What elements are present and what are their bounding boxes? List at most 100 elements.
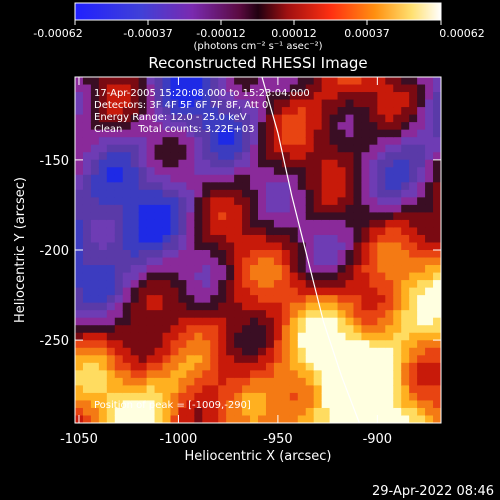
heatmap-cell (114, 204, 124, 213)
heatmap-cell (194, 310, 203, 319)
heatmap-cell (202, 265, 211, 274)
heatmap-cell (433, 340, 441, 349)
heatmap-cell (297, 129, 307, 138)
heatmap-cell (433, 219, 441, 229)
heatmap-cell (202, 310, 211, 319)
heatmap-cell (313, 197, 323, 206)
heatmap-cell (234, 392, 243, 402)
heatmap-cell (234, 227, 243, 236)
heatmap-cell (305, 370, 315, 379)
heatmap-cell (353, 152, 363, 161)
heatmap-cell (265, 377, 275, 386)
heatmap-cell (377, 227, 386, 236)
heatmap-cell (162, 122, 172, 131)
heatmap-cell (353, 167, 363, 176)
heatmap-cell (281, 204, 291, 213)
heatmap-cell (409, 250, 418, 259)
heatmap-cell (313, 84, 323, 93)
heatmap-cell (369, 107, 378, 116)
heatmap-cell (170, 137, 180, 146)
heatmap-cell (401, 227, 410, 236)
heatmap-cell (361, 370, 370, 379)
heatmap-cell (353, 159, 363, 168)
heatmap-cell (385, 92, 394, 101)
heatmap-cell (178, 407, 187, 417)
heatmap-cell (409, 212, 418, 221)
heatmap-cell (305, 310, 315, 319)
heatmap-cell (425, 227, 434, 236)
heatmap-cell (321, 400, 331, 409)
heatmap-cell (401, 182, 410, 191)
heatmap-cell (369, 347, 378, 356)
heatmap-cell (162, 84, 172, 93)
heatmap-cell (393, 137, 402, 146)
heatmap-cell (289, 234, 299, 244)
heatmap-cell (226, 92, 235, 101)
heatmap-cell (297, 159, 307, 168)
heatmap-cell (433, 355, 441, 364)
heatmap-cell (313, 370, 323, 379)
heatmap-cell (433, 415, 441, 423)
heatmap-cell (218, 107, 227, 116)
heatmap-cell (385, 159, 394, 168)
heatmap-cell (242, 197, 251, 206)
heatmap-cell (345, 174, 355, 183)
heatmap-cell (265, 295, 275, 304)
heatmap-cell (417, 385, 426, 394)
heatmap-cell (162, 144, 172, 153)
heatmap-cell (337, 370, 347, 379)
heatmap-cell (218, 280, 227, 289)
heatmap-cell (361, 332, 370, 341)
heatmap-cell (369, 129, 378, 138)
heatmap-cell (226, 340, 235, 349)
heatmap-cell (178, 234, 187, 244)
heatmap-cell (250, 197, 259, 206)
heatmap-cell (329, 152, 339, 161)
heatmap-cell (194, 219, 203, 229)
heatmap-cell (170, 302, 180, 311)
heatmap-cell (393, 370, 402, 379)
x-axis-label: Heliocentric X (arcsec) (185, 449, 332, 464)
heatmap-cell (417, 152, 426, 161)
colorbar-tick-label: 0.00012 (271, 27, 317, 40)
heatmap-cell (337, 137, 347, 146)
heatmap-cell (162, 400, 172, 409)
heatmap-cell (98, 325, 108, 334)
heatmap-cell (75, 340, 84, 349)
heatmap-cell (329, 287, 339, 296)
heatmap-cell (226, 182, 235, 191)
heatmap-cell (353, 385, 363, 394)
heatmap-cell (114, 250, 124, 259)
heatmap-cell (265, 272, 275, 281)
heatmap-cell (369, 197, 378, 206)
heatmap-cell (90, 362, 100, 371)
heatmap-cell (82, 167, 92, 176)
heatmap-cell (409, 340, 418, 349)
heatmap-cell (425, 234, 434, 244)
heatmap-cell (162, 99, 172, 108)
heatmap-cell (210, 347, 219, 356)
heatmap-cell (82, 182, 92, 191)
heatmap-cell (425, 99, 434, 108)
heatmap-cell (114, 415, 124, 423)
heatmap-cell (289, 84, 299, 93)
heatmap-cell (114, 310, 124, 319)
heatmap-cell (401, 197, 410, 206)
heatmap-cell (210, 204, 219, 213)
heatmap-cell (210, 212, 219, 221)
heatmap-cell (138, 92, 148, 101)
heatmap-cell (75, 114, 84, 123)
heatmap-cell (417, 317, 426, 326)
heatmap-cell (385, 265, 394, 274)
heatmap-cell (218, 400, 227, 409)
heatmap-cell (162, 129, 172, 138)
heatmap-cell (321, 159, 331, 168)
heatmap-cell (377, 129, 386, 138)
heatmap-cell (401, 144, 410, 153)
heatmap-cell (114, 370, 124, 379)
heatmap-cell (281, 287, 291, 296)
heatmap-cell (345, 265, 355, 274)
heatmap-cell (234, 370, 243, 379)
heatmap-cell (186, 287, 195, 296)
heatmap-cell (98, 347, 108, 356)
